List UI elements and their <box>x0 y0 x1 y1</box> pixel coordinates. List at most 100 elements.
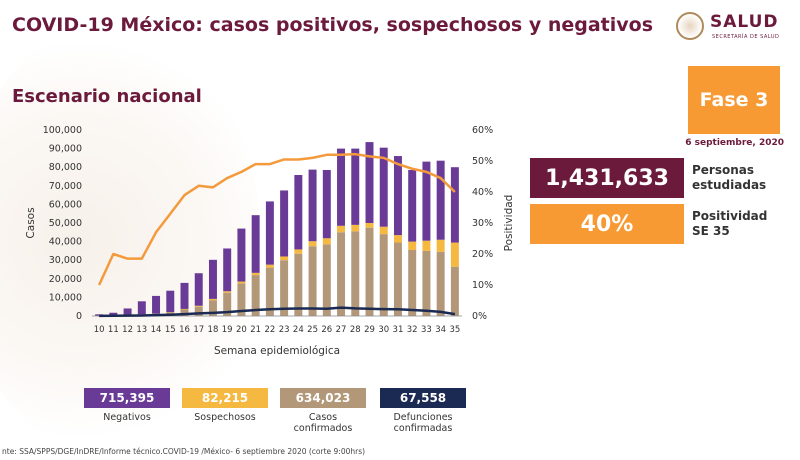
page-subtitle: Escenario nacional <box>12 86 202 107</box>
legend-deaths: 67,558 Defunciones confirmadas <box>380 388 466 434</box>
bar-suspected <box>223 291 232 293</box>
y-tick-label: 90,000 <box>49 144 82 155</box>
x-tick-label: 18 <box>208 325 219 335</box>
legend-negatives-label-line1: Negativos <box>103 412 151 423</box>
logo-subtext: SECRETARÍA DE SALUD <box>712 34 780 40</box>
legend-deaths-label-line2: confirmadas <box>393 423 453 434</box>
persons-studied-label: Personas estudiadas <box>692 163 792 193</box>
bar-confirmed <box>365 227 374 316</box>
bar-confirmed <box>280 260 289 316</box>
x-tick-label: 14 <box>151 325 162 335</box>
bar-negatives <box>294 175 303 250</box>
bar-confirmed <box>450 266 459 316</box>
y2-axis-title: Positividad <box>503 195 515 252</box>
y2-tick-label: 0% <box>472 311 487 322</box>
x-tick-label: 23 <box>279 325 290 335</box>
bar-negatives <box>422 161 431 241</box>
x-axis-title: Semana epidemiológica <box>214 345 340 357</box>
legend-suspected: 82,215 Sospechosos <box>182 388 268 423</box>
bar-negatives <box>109 312 118 316</box>
bar-suspected <box>265 264 274 268</box>
bar-suspected <box>436 239 445 252</box>
bar-suspected <box>408 241 417 250</box>
bar-suspected <box>294 249 303 254</box>
x-tick-label: 22 <box>264 325 275 335</box>
bar-confirmed <box>237 283 246 316</box>
legend-suspected-label: Sospechosos <box>182 412 268 423</box>
bar-negatives <box>123 308 132 315</box>
bar-negatives <box>308 169 317 242</box>
legend-confirmed: 634,023 Casos confirmados <box>280 388 366 434</box>
y-tick-label: 10,000 <box>49 292 82 303</box>
x-tick-label: 33 <box>421 325 432 335</box>
phase-badge: Fase 3 <box>688 66 780 134</box>
bar-suspected <box>337 225 346 233</box>
bar-confirmed <box>379 234 388 316</box>
bar-negatives <box>237 228 246 282</box>
x-tick-label: 21 <box>250 325 261 335</box>
positivity-line <box>97 152 456 286</box>
x-tick-label: 34 <box>435 325 446 335</box>
deaths-line <box>99 306 456 318</box>
page-title: COVID-19 México: casos positivos, sospec… <box>12 14 653 36</box>
bar-confirmed <box>308 246 317 316</box>
salud-logo: SALUD SECRETARÍA DE SALUD <box>676 10 796 48</box>
bar-suspected <box>208 298 217 301</box>
y2-tick-label: 60% <box>472 125 493 136</box>
legend-suspected-value: 82,215 <box>182 388 268 408</box>
legend-negatives: 715,395 Negativos <box>84 388 170 423</box>
bar-suspected <box>365 223 374 228</box>
bar-suspected <box>393 235 402 243</box>
bar-negatives <box>180 282 189 309</box>
bar-negatives <box>208 259 217 299</box>
legend-negatives-value: 715,395 <box>84 388 170 408</box>
legend-deaths-label-line1: Defunciones <box>393 412 453 423</box>
bar-negatives <box>351 148 360 225</box>
bar-confirmed <box>393 242 402 316</box>
bar-negatives <box>251 215 260 273</box>
bar-negatives <box>265 201 274 265</box>
positivity-label: Positividad SE 35 <box>692 209 792 239</box>
persons-studied-value: 1,431,633 <box>530 158 684 198</box>
source-footnote: nte: SSA/SPPS/DGE/InDRE/Informe técnico.… <box>2 447 366 456</box>
bar-confirmed <box>322 244 331 316</box>
x-tick-label: 12 <box>122 325 133 335</box>
legend-confirmed-label-line2: confirmados <box>293 423 353 434</box>
x-tick-label: 13 <box>136 325 147 335</box>
x-tick-label: 16 <box>179 325 190 335</box>
bar-suspected <box>308 241 317 247</box>
bar-negatives <box>393 156 402 236</box>
legend-confirmed-label: Casos confirmados <box>280 412 366 434</box>
bar-confirmed <box>422 250 431 316</box>
bar-negatives <box>450 167 459 243</box>
x-tick-label: 19 <box>222 325 233 335</box>
x-tick-label: 28 <box>350 325 361 335</box>
legend-negatives-label: Negativos <box>84 412 170 423</box>
y-tick-label: 20,000 <box>49 274 82 285</box>
bar-suspected <box>422 240 431 251</box>
bar-negatives <box>152 295 161 314</box>
bar-confirmed <box>436 251 445 316</box>
bar-confirmed <box>337 232 346 316</box>
positivity-label-line2: SE 35 <box>692 224 730 238</box>
x-tick-label: 35 <box>449 325 460 335</box>
legend-suspected-label-line1: Sospechosos <box>194 412 256 423</box>
bar-negatives <box>137 301 146 315</box>
y-tick-label: 40,000 <box>49 237 82 248</box>
y2-tick-label: 10% <box>472 280 493 291</box>
x-tick-label: 10 <box>94 325 105 335</box>
y2-tick-label: 40% <box>472 187 493 198</box>
bar-suspected <box>194 305 203 307</box>
y-tick-label: 70,000 <box>49 181 82 192</box>
bar-negatives <box>337 148 346 226</box>
bar-suspected <box>280 256 289 261</box>
x-tick-label: 29 <box>364 325 375 335</box>
y-tick-label: 60,000 <box>49 199 82 210</box>
bar-negatives <box>194 273 203 306</box>
bar-confirmed <box>251 275 260 316</box>
x-tick-label: 20 <box>236 325 247 335</box>
x-tick-label: 25 <box>307 325 318 335</box>
seal-icon <box>676 12 704 40</box>
x-tick-label: 17 <box>193 325 204 335</box>
y-tick-label: 30,000 <box>49 255 82 266</box>
